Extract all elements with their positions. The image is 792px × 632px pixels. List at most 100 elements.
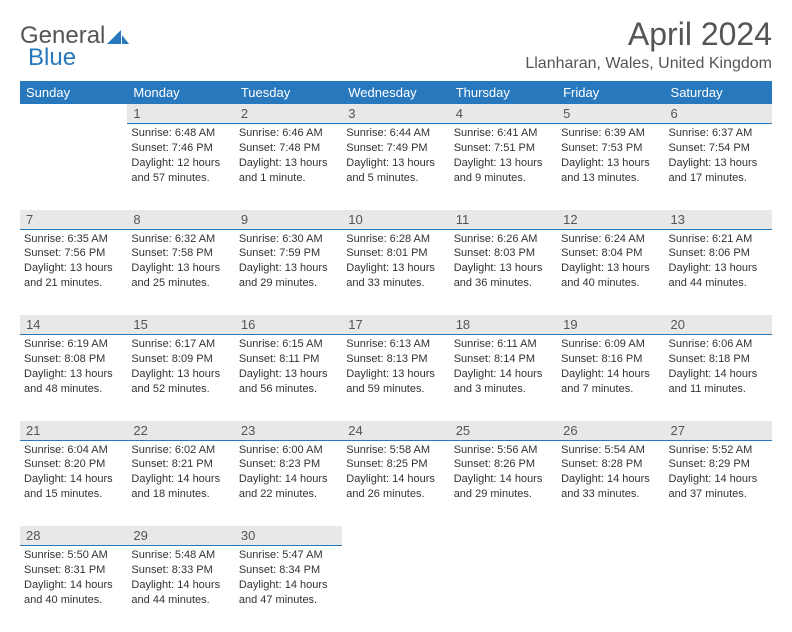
- daylight-text: and 33 minutes.: [561, 487, 660, 502]
- day-cell: [557, 546, 664, 632]
- daylight-text: and 36 minutes.: [454, 276, 553, 291]
- sunset-text: Sunset: 7:49 PM: [346, 141, 445, 156]
- day-content: Sunrise: 6:15 AMSunset: 8:11 PMDaylight:…: [239, 337, 338, 396]
- daylight-text: and 22 minutes.: [239, 487, 338, 502]
- sunset-text: Sunset: 8:14 PM: [454, 352, 553, 367]
- daylight-text: Daylight: 14 hours: [239, 472, 338, 487]
- day-number: 17: [342, 315, 449, 335]
- week-row: Sunrise: 6:04 AMSunset: 8:20 PM Daylight:…: [20, 440, 772, 526]
- daylight-text: Daylight: 13 hours: [346, 367, 445, 382]
- day-number: 2: [235, 104, 342, 124]
- day-cell: [450, 546, 557, 632]
- day-number: 5: [557, 104, 664, 124]
- sunrise-text: Sunrise: 6:15 AM: [239, 337, 338, 352]
- sunset-text: Sunset: 8:28 PM: [561, 457, 660, 472]
- daylight-text: and 29 minutes.: [239, 276, 338, 291]
- daylight-text: Daylight: 13 hours: [239, 367, 338, 382]
- day-cell: [342, 546, 449, 632]
- day-number: 18: [450, 315, 557, 335]
- day-cell: [20, 124, 127, 210]
- daynum-row: 14151617181920: [20, 315, 772, 335]
- sunrise-text: Sunrise: 6:09 AM: [561, 337, 660, 352]
- daylight-text: and 52 minutes.: [131, 382, 230, 397]
- day-content: Sunrise: 6:41 AMSunset: 7:51 PMDaylight:…: [454, 126, 553, 185]
- dow-monday: Monday: [127, 81, 234, 104]
- day-content: Sunrise: 6:00 AMSunset: 8:23 PMDaylight:…: [239, 443, 338, 502]
- day-number: 10: [342, 210, 449, 230]
- sunrise-text: Sunrise: 6:00 AM: [239, 443, 338, 458]
- sunset-text: Sunset: 8:25 PM: [346, 457, 445, 472]
- sunset-text: Sunset: 7:48 PM: [239, 141, 338, 156]
- daylight-text: Daylight: 14 hours: [561, 367, 660, 382]
- sunset-text: Sunset: 8:33 PM: [131, 563, 230, 578]
- day-number: 24: [342, 421, 449, 441]
- logo-text-2: Blue: [28, 44, 76, 72]
- day-content: Sunrise: 5:52 AMSunset: 8:29 PMDaylight:…: [669, 443, 768, 502]
- day-number: 11: [450, 210, 557, 230]
- daylight-text: Daylight: 13 hours: [454, 156, 553, 171]
- daylight-text: and 18 minutes.: [131, 487, 230, 502]
- day-number: 13: [665, 210, 772, 230]
- day-content: Sunrise: 6:11 AMSunset: 8:14 PMDaylight:…: [454, 337, 553, 396]
- dow-row: Sunday Monday Tuesday Wednesday Thursday…: [20, 81, 772, 104]
- day-cell: Sunrise: 6:39 AMSunset: 7:53 PMDaylight:…: [557, 124, 664, 210]
- day-number: [20, 104, 127, 124]
- day-cell: Sunrise: 5:52 AMSunset: 8:29 PMDaylight:…: [665, 440, 772, 526]
- daylight-text: and 44 minutes.: [131, 593, 230, 608]
- sunrise-text: Sunrise: 6:19 AM: [24, 337, 123, 352]
- sunset-text: Sunset: 8:21 PM: [131, 457, 230, 472]
- daylight-text: and 56 minutes.: [239, 382, 338, 397]
- sunrise-text: Sunrise: 5:58 AM: [346, 443, 445, 458]
- daylight-text: and 44 minutes.: [669, 276, 768, 291]
- week-row: Sunrise: 5:50 AMSunset: 8:31 PMDaylight:…: [20, 546, 772, 632]
- day-number: 25: [450, 421, 557, 441]
- day-number: 29: [127, 526, 234, 546]
- day-cell: Sunrise: 6:24 AMSunset: 8:04 PMDaylight:…: [557, 229, 664, 315]
- sunrise-text: Sunrise: 5:54 AM: [561, 443, 660, 458]
- day-content: Sunrise: 6:02 AMSunset: 8:21 PMDaylight:…: [131, 443, 230, 502]
- day-content: Sunrise: 6:06 AMSunset: 8:18 PMDaylight:…: [669, 337, 768, 396]
- sunset-text: Sunset: 8:06 PM: [669, 246, 768, 261]
- day-cell: Sunrise: 6:06 AMSunset: 8:18 PMDaylight:…: [665, 335, 772, 421]
- logo-sail-icon: [107, 27, 129, 45]
- daylight-text: Daylight: 14 hours: [669, 367, 768, 382]
- day-number: 12: [557, 210, 664, 230]
- day-content: Sunrise: 6:26 AMSunset: 8:03 PMDaylight:…: [454, 232, 553, 291]
- dow-wednesday: Wednesday: [342, 81, 449, 104]
- daylight-text: Daylight: 14 hours: [346, 472, 445, 487]
- day-cell: Sunrise: 6:44 AMSunset: 7:49 PMDaylight:…: [342, 124, 449, 210]
- dow-saturday: Saturday: [665, 81, 772, 104]
- sunset-text: Sunset: 7:54 PM: [669, 141, 768, 156]
- sunrise-text: Sunrise: 6:17 AM: [131, 337, 230, 352]
- daynum-row: 123456: [20, 104, 772, 124]
- day-number: 4: [450, 104, 557, 124]
- daylight-text: Daylight: 13 hours: [239, 261, 338, 276]
- day-content: Sunrise: 6:32 AMSunset: 7:58 PMDaylight:…: [131, 232, 230, 291]
- day-cell: [665, 546, 772, 632]
- daylight-text: Daylight: 13 hours: [561, 261, 660, 276]
- day-number: 30: [235, 526, 342, 546]
- day-cell: Sunrise: 6:30 AMSunset: 7:59 PMDaylight:…: [235, 229, 342, 315]
- day-cell: Sunrise: 6:02 AMSunset: 8:21 PMDaylight:…: [127, 440, 234, 526]
- day-cell: Sunrise: 5:54 AMSunset: 8:28 PMDaylight:…: [557, 440, 664, 526]
- location: Llanharan, Wales, United Kingdom: [525, 55, 772, 73]
- day-content: Sunrise: 6:35 AMSunset: 7:56 PMDaylight:…: [24, 232, 123, 291]
- day-cell: Sunrise: 6:35 AMSunset: 7:56 PMDaylight:…: [20, 229, 127, 315]
- day-content: Sunrise: 6:28 AMSunset: 8:01 PMDaylight:…: [346, 232, 445, 291]
- sunset-text: Sunset: 8:08 PM: [24, 352, 123, 367]
- daylight-text: Daylight: 13 hours: [454, 261, 553, 276]
- daylight-text: Daylight: 14 hours: [669, 472, 768, 487]
- daylight-text: and 48 minutes.: [24, 382, 123, 397]
- day-cell: Sunrise: 6:37 AMSunset: 7:54 PMDaylight:…: [665, 124, 772, 210]
- sunset-text: Sunset: 8:23 PM: [239, 457, 338, 472]
- day-cell: Sunrise: 6:04 AMSunset: 8:20 PMDaylight:…: [20, 440, 127, 526]
- day-cell: Sunrise: 5:48 AMSunset: 8:33 PMDaylight:…: [127, 546, 234, 632]
- sunrise-text: Sunrise: 6:11 AM: [454, 337, 553, 352]
- daylight-text: and 13 minutes.: [561, 171, 660, 186]
- sunset-text: Sunset: 7:56 PM: [24, 246, 123, 261]
- sunrise-text: Sunrise: 6:04 AM: [24, 443, 123, 458]
- daynum-row: 282930: [20, 526, 772, 546]
- sunset-text: Sunset: 8:04 PM: [561, 246, 660, 261]
- sunset-text: Sunset: 8:20 PM: [24, 457, 123, 472]
- day-cell: Sunrise: 5:56 AMSunset: 8:26 PMDaylight:…: [450, 440, 557, 526]
